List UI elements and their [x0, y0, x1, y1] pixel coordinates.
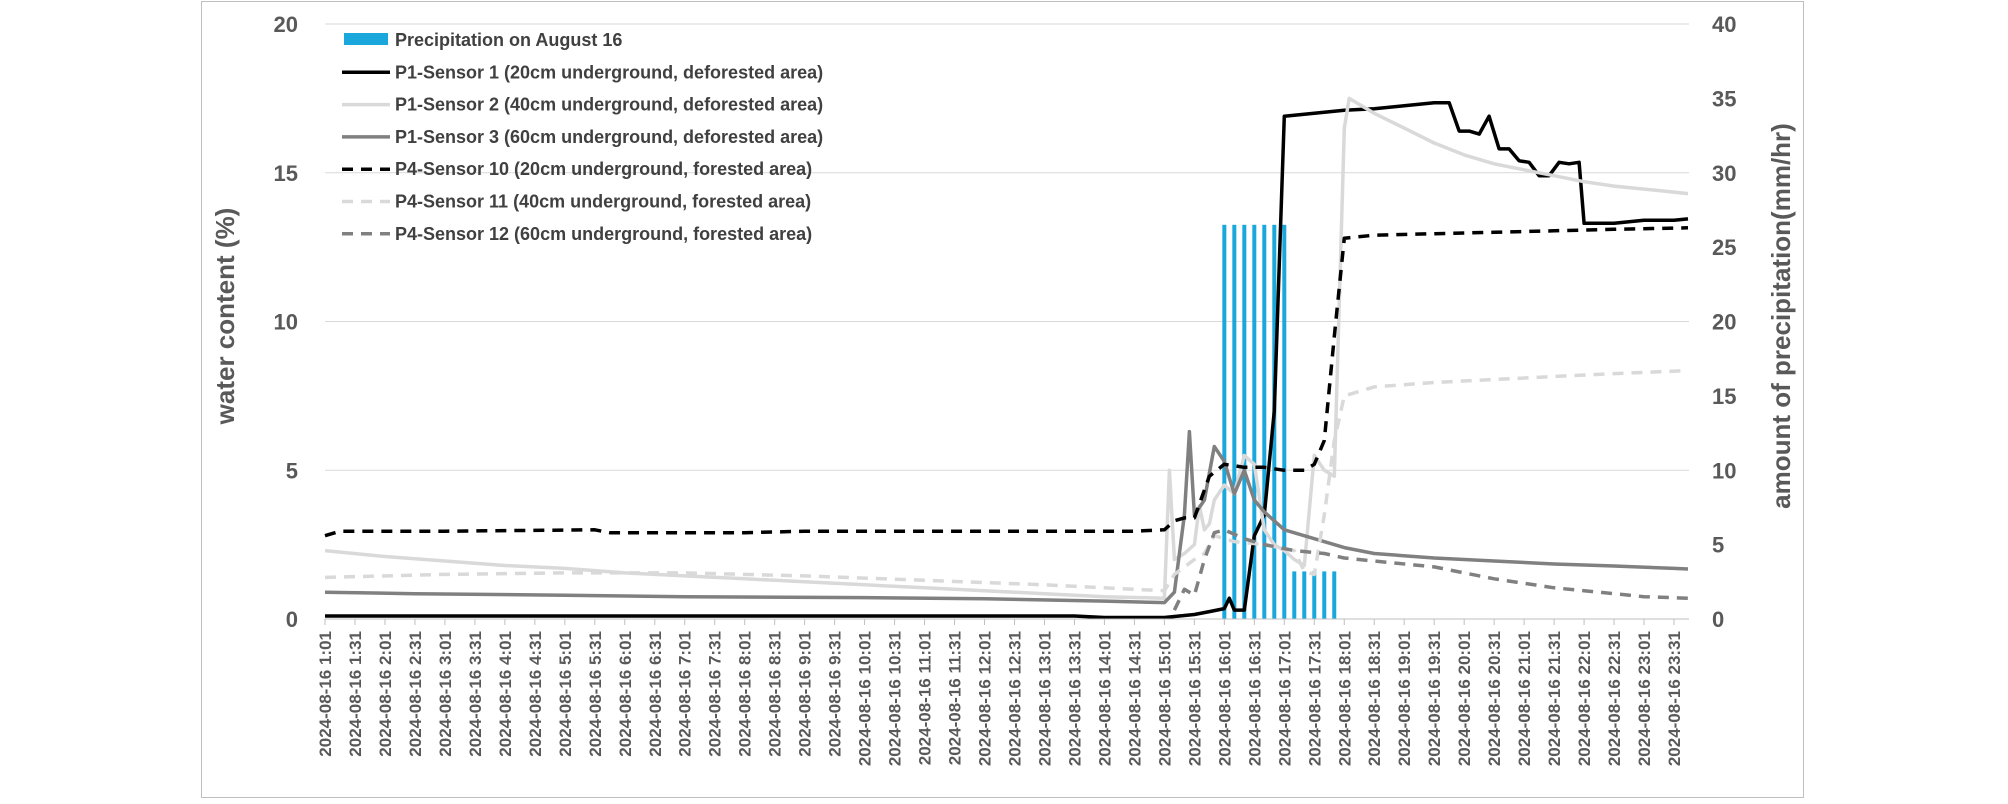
x-tick-label: 2024-08-16 17:31	[1305, 631, 1324, 766]
x-tick-label: 2024-08-16 12:31	[1005, 631, 1024, 766]
precipitation-bar	[1222, 224, 1227, 619]
x-tick-label: 2024-08-16 8:01	[736, 631, 755, 757]
x-tick-label: 2024-08-16 18:01	[1335, 631, 1354, 766]
x-tick-label: 2024-08-16 10:01	[856, 631, 875, 766]
legend: Precipitation on August 16 P1-Sensor 1 (2…	[342, 30, 823, 244]
y-right-tick-label: 35	[1712, 86, 1736, 111]
y-right-tick-label: 15	[1712, 384, 1736, 409]
x-tick-label: 2024-08-16 5:01	[556, 631, 575, 757]
y-right-tick-label: 20	[1712, 310, 1736, 335]
series-line	[324, 226, 1689, 538]
legend-label: P1-Sensor 2 (40cm underground, deforeste…	[395, 95, 823, 115]
precipitation-bar	[1312, 571, 1317, 619]
x-tick-label: 2024-08-16 8:31	[766, 631, 785, 757]
x-tick-label: 2024-08-16 17:01	[1275, 631, 1294, 766]
series-line	[324, 429, 1689, 605]
y-left-tick-label: 5	[286, 458, 298, 483]
precipitation-bar	[1242, 224, 1247, 619]
legend-label: P4-Sensor 12 (60cm underground, forested…	[395, 224, 812, 244]
x-tick-label: 2024-08-16 23:01	[1635, 631, 1654, 766]
y-right-tick-label: 5	[1712, 533, 1724, 558]
x-tick-label: 2024-08-16 9:01	[796, 631, 815, 757]
y-right-tick-label: 25	[1712, 235, 1736, 260]
x-tick-label: 2024-08-16 22:01	[1575, 631, 1594, 766]
precipitation-bar	[1322, 571, 1327, 619]
x-tick-label: 2024-08-16 2:31	[406, 631, 425, 757]
x-tick-label: 2024-08-16 13:01	[1035, 631, 1054, 766]
series-line	[1172, 528, 1689, 611]
precipitation-bar	[1282, 224, 1287, 619]
x-tick-label: 2024-08-16 3:31	[466, 631, 485, 757]
chart: 0 5 10 15 20 0 5 10 15 20 25 30 35 40 2024-08-16 1:01 2…	[210, 12, 1796, 766]
x-tick-label: 2024-08-16 13:31	[1065, 631, 1084, 766]
y-right-tick-label: 10	[1712, 458, 1736, 483]
x-tick-label: 2024-08-16 1:01	[316, 631, 335, 757]
x-tick-label: 2024-08-16 19:01	[1395, 631, 1414, 766]
x-tick-label: 2024-08-16 10:31	[886, 631, 905, 766]
x-tick-label: 2024-08-16 1:31	[346, 631, 365, 757]
x-tick-label: 2024-08-16 5:31	[586, 631, 605, 757]
precipitation-bar	[1332, 571, 1337, 619]
y-right-tick-label: 40	[1712, 12, 1736, 37]
x-tick-label: 2024-08-16 20:31	[1485, 631, 1504, 766]
x-tick-label: 2024-08-16 3:01	[436, 631, 455, 757]
x-tick-label: 2024-08-16 12:01	[976, 631, 995, 766]
y-left-tick-label: 10	[274, 310, 298, 335]
x-tick-label: 2024-08-16 14:01	[1095, 631, 1114, 766]
x-tick-label: 2024-08-16 6:01	[616, 631, 635, 757]
x-tick-label: 2024-08-16 2:01	[376, 631, 395, 757]
x-tick-label: 2024-08-16 4:01	[496, 631, 515, 757]
axes: 0 5 10 15 20 0 5 10 15 20 25 30 35 40 2024-08-16 1:01 2…	[274, 12, 1737, 766]
x-tick-label: 2024-08-16 20:01	[1455, 631, 1474, 766]
precipitation-bar	[1292, 571, 1297, 619]
legend-label: P1-Sensor 1 (20cm underground, deforeste…	[395, 62, 823, 82]
x-tick-label: 2024-08-16 16:31	[1245, 631, 1264, 766]
legend-label: P4-Sensor 11 (40cm underground, forested…	[395, 192, 811, 212]
y-right-tick-label: 0	[1712, 607, 1724, 632]
x-tick-label: 2024-08-16 7:01	[676, 631, 695, 757]
y-left-tick-label: 20	[274, 12, 298, 37]
legend-label: P4-Sensor 10 (20cm underground, forested…	[395, 159, 812, 179]
y-axis-left-title: water content (%)	[210, 208, 240, 426]
x-tick-label: 2024-08-16 11:01	[916, 631, 935, 765]
chart-frame: 0 5 10 15 20 0 5 10 15 20 25 30 35 40 2024-08-16 1:01 2…	[201, 1, 1804, 798]
y-axis-right-title: amount of precipitation(mm/hr)	[1766, 123, 1796, 509]
y-left-tick-label: 0	[286, 607, 298, 632]
x-tick-label: 2024-08-16 21:01	[1515, 631, 1534, 766]
x-tick-label: 2024-08-16 19:31	[1425, 631, 1444, 766]
x-tick-label: 2024-08-16 9:31	[826, 631, 845, 757]
precipitation-bar	[1262, 224, 1267, 619]
y-right-tick-label: 30	[1712, 161, 1736, 186]
x-tick-label: 2024-08-16 6:31	[646, 631, 665, 757]
x-tick-label: 2024-08-16 15:31	[1185, 631, 1204, 766]
x-tick-label: 2024-08-16 14:31	[1125, 631, 1144, 766]
legend-label: P1-Sensor 3 (60cm underground, deforeste…	[395, 127, 823, 147]
series-line	[324, 368, 1689, 593]
precipitation-bar	[1232, 224, 1237, 619]
series-line	[325, 101, 1689, 620]
x-tick-label: 2024-08-16 21:31	[1545, 631, 1564, 766]
x-tick-label: 2024-08-16 15:01	[1155, 631, 1174, 766]
precipitation-bar	[1302, 571, 1307, 619]
x-tick-label: 2024-08-16 16:01	[1215, 631, 1234, 766]
precipitation-bar	[1252, 224, 1257, 619]
legend-label: Precipitation on August 16	[395, 30, 622, 50]
x-tick-label: 2024-08-16 4:31	[526, 631, 545, 757]
y-left-tick-label: 15	[274, 161, 298, 186]
legend-swatch-bar	[344, 33, 388, 45]
x-tick-label: 2024-08-16 23:31	[1665, 631, 1684, 766]
x-tick-label: 2024-08-16 22:31	[1605, 631, 1624, 766]
sensor-lines	[324, 96, 1689, 620]
x-tick-label: 2024-08-16 7:31	[706, 631, 725, 757]
x-tick-label: 2024-08-16 18:31	[1365, 631, 1384, 766]
x-tick-label: 2024-08-16 11:31	[946, 631, 965, 765]
